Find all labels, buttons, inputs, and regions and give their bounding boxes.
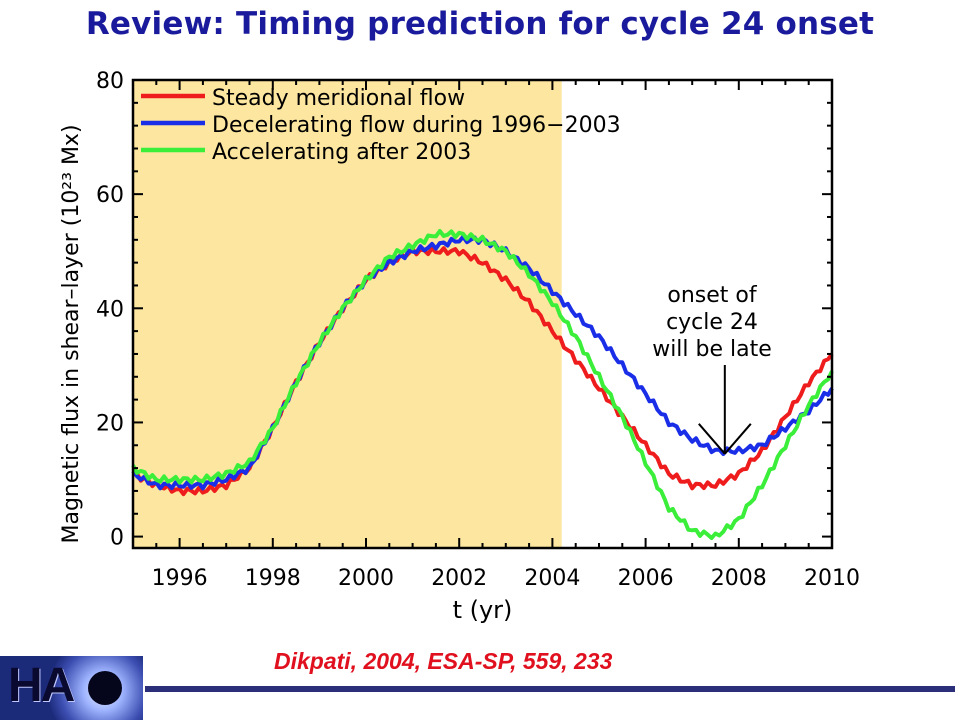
x-tick-label: 2004 [524,566,580,591]
series-line-3 [131,229,834,540]
annotation-line-3: will be late [652,337,772,362]
legend-label-1: Steady meridional flow [212,86,465,111]
slide-title: Review: Timing prediction for cycle 24 o… [85,6,875,42]
hao-logo: HA [0,656,143,720]
x-tick-label: 2006 [618,566,674,591]
x-axis-label: t (yr) [453,596,513,624]
axis-labels: t (yr) Magnetic flux in shear–layer (10²³… [59,124,512,624]
logo-dot-icon [88,671,122,705]
y-tick-label: 0 [110,526,124,551]
series-layer [131,229,834,540]
y-tick-label: 40 [96,297,124,322]
annotation-line-1: onset of [667,283,757,308]
plot-background [133,80,562,548]
logo-text: HA [8,659,75,712]
x-tick-label: 2000 [338,566,394,591]
legend-label-3: Accelerating after 2003 [212,140,471,165]
citation: Dikpati, 2004, ESA-SP, 559, 233 [274,648,613,674]
flux-chart: 1996 1998 2000 2002 2004 2006 2008 2010 0 20 40 60 8… [59,69,860,624]
footer-divider [145,686,955,692]
shaded-region [133,80,562,548]
y-tick-label: 60 [96,183,124,208]
ticks: 1996 1998 2000 2002 2004 2006 2008 2010 0 20 40 60 8… [96,69,860,591]
legend-label-2: Decelerating flow during 1996−2003 [212,113,621,138]
x-tick-label: 2002 [431,566,487,591]
x-tick-label: 2010 [804,566,860,591]
y-tick-label: 20 [96,411,124,436]
x-tick-label: 1998 [245,566,301,591]
y-tick-label: 80 [96,69,124,94]
annotation-arrow-head-left [698,423,726,455]
annotation-line-2: cycle 24 [666,310,758,335]
x-tick-label: 1996 [152,566,208,591]
x-tick-label: 2008 [711,566,767,591]
y-axis-label: Magnetic flux in shear–layer (10²³ Mx) [59,124,84,543]
annotation-arrow-head-right [724,423,752,455]
